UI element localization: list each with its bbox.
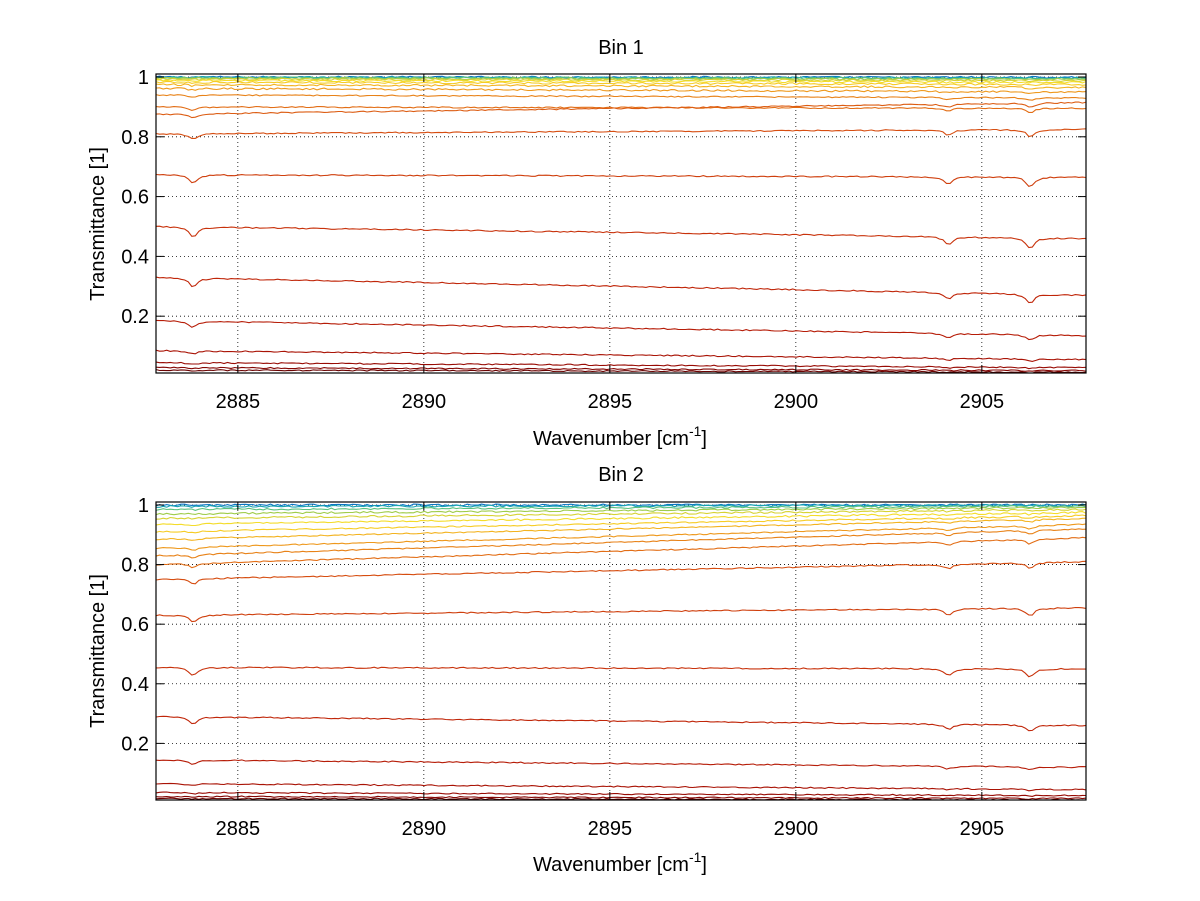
spectrum-line — [156, 715, 1086, 732]
spectrum-line — [156, 795, 1086, 800]
spectrum-line — [156, 77, 1086, 83]
bin-2-x-axis-label: Wavenumber [cm-1] — [533, 849, 707, 876]
y-tick-label: 0.4 — [121, 674, 149, 696]
y-tick-label: 1 — [138, 67, 149, 89]
y-tick-label: 0.8 — [121, 555, 149, 577]
spectrum-line — [156, 503, 1086, 508]
spectrum-line — [156, 782, 1086, 792]
bin-1-x-axis-label-main: Wavenumber [cm — [533, 428, 689, 450]
spectrum-line — [156, 523, 1086, 551]
x-tick-label: 2905 — [960, 818, 1005, 840]
spectrum-line — [156, 128, 1086, 139]
spectrum-line — [156, 105, 1086, 113]
bin-1-ticks: 2885 2890 2895 2900 2905 0.2 0.4 0.6 0.8 1 — [121, 67, 1086, 413]
x-tick-label: 2885 — [216, 391, 261, 413]
spectrum-line — [156, 517, 1086, 541]
spectrum-line — [156, 514, 1086, 534]
y-tick-label: 0.4 — [121, 246, 149, 268]
y-tick-label: 0.6 — [121, 614, 149, 636]
spectrum-line — [156, 791, 1086, 797]
bin-2-ticks: 2885 2890 2895 2900 2905 0.2 0.4 0.6 0.8 1 — [121, 495, 1086, 840]
bin-2-x-axis-label-exponent: -1 — [689, 849, 702, 865]
y-tick-label: 1 — [138, 495, 149, 517]
spectrum-line — [156, 101, 1086, 119]
spectrum-line — [156, 528, 1086, 559]
bin-2-panel: Bin 2 2885 2890 2895 2900 29050.20.40.60.81 … — [87, 464, 1087, 876]
x-tick-label: 2885 — [216, 818, 261, 840]
x-tick-label: 2895 — [588, 818, 633, 840]
bin-2-axes-box — [155, 501, 1087, 801]
spectrum-line — [156, 173, 1086, 188]
spectrum-line — [156, 79, 1086, 84]
y-tick-label: 0.2 — [121, 306, 149, 328]
spectrum-line — [156, 505, 1086, 511]
x-tick-label: 2900 — [774, 391, 819, 413]
bin-1-x-axis-label-exponent: -1 — [689, 423, 702, 439]
bin-1-y-axis-label: Transmittance [1] — [87, 147, 109, 301]
x-tick-label: 2890 — [402, 391, 447, 413]
spectrum-line — [156, 536, 1086, 569]
bin-2-x-axis-label-main: Wavenumber [cm — [533, 854, 689, 876]
bin-2-title: Bin 2 — [598, 464, 644, 486]
spectrum-line — [156, 759, 1086, 771]
spectrum-line — [156, 94, 1086, 101]
x-tick-label: 2905 — [960, 391, 1005, 413]
bin-1-x-axis-label-suffix: ] — [701, 428, 707, 450]
spectrum-line — [156, 349, 1086, 362]
y-tick-label: 0.8 — [121, 127, 149, 149]
x-tick-label: 2890 — [402, 818, 447, 840]
bin-1-axes-box — [155, 73, 1087, 374]
spectrum-line — [156, 83, 1086, 90]
spectrum-line — [156, 87, 1086, 94]
spectrum-line — [156, 80, 1086, 87]
bin-2-y-axis-label: Transmittance [1] — [87, 574, 109, 728]
bin-1-title: Bin 1 — [598, 37, 644, 59]
spectrum-line — [156, 511, 1086, 527]
x-tick-label: 2900 — [774, 818, 819, 840]
bin-2-series-group — [156, 503, 1086, 800]
bin-1-panel: Bin 1 2885 2890 2895 2900 29050.20.40.60.81 … — [87, 37, 1087, 450]
spectrum-line — [156, 560, 1086, 585]
spectrum-line — [156, 319, 1086, 341]
spectrum-line — [156, 506, 1086, 516]
x-tick-label: 2895 — [588, 391, 633, 413]
bin-1-x-axis-label: Wavenumber [cm-1] — [533, 423, 707, 450]
spectrum-line — [156, 225, 1086, 249]
y-tick-label: 0.2 — [121, 733, 149, 755]
y-tick-label: 0.6 — [121, 187, 149, 209]
spectrum-line — [156, 508, 1086, 520]
spectrum-line — [156, 276, 1086, 304]
spectrum-line — [156, 666, 1086, 678]
spectrum-line — [156, 606, 1086, 623]
bin-1-series-group — [156, 75, 1086, 373]
spectrum-line — [156, 366, 1086, 372]
spectrum-line — [156, 368, 1086, 373]
spectrum-line — [156, 361, 1086, 370]
bin-2-x-axis-label-suffix: ] — [701, 854, 707, 876]
